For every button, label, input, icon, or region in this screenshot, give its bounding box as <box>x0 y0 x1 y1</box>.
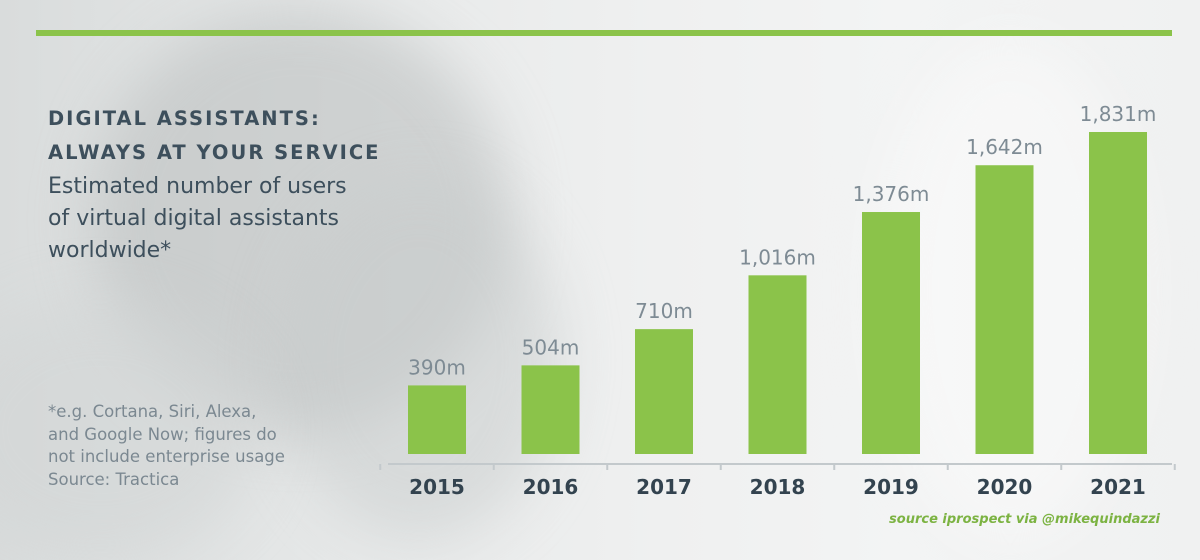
x-tick-label-2019: 2019 <box>863 475 919 499</box>
bar-2016 <box>521 365 580 454</box>
top-accent-rule <box>36 30 1172 36</box>
bar-2015 <box>408 385 466 454</box>
value-label-2015: 390m <box>408 355 466 379</box>
footnote-line-2: and Google Now; figures do <box>48 424 277 444</box>
x-tick-label-group: 2015 2016 2017 2018 2019 2020 2021 <box>409 475 1146 499</box>
value-label-2018: 1,016m <box>739 245 816 269</box>
chart-title: DIGITAL ASSISTANTS: ALWAYS AT YOUR SERVI… <box>48 102 380 170</box>
bar-2019 <box>862 212 920 454</box>
x-tick-label-2016: 2016 <box>523 475 579 499</box>
value-label-2017: 710m <box>635 299 693 323</box>
chart-subtitle-line-3: worldwide* <box>48 238 172 263</box>
footnote-line-1: *e.g. Cortana, Siri, Alexa, <box>48 402 257 421</box>
chart-subtitle-line-2: of virtual digital assistants <box>48 206 340 231</box>
chart-title-line-1: DIGITAL ASSISTANTS: <box>48 107 321 130</box>
value-label-2020: 1,642m <box>966 135 1043 159</box>
bar-chart: 390m 504m 710m 1,016m 1,376m 1,642m 1,831m 201… <box>379 102 1176 499</box>
footnote: *e.g. Cortana, Siri, Alexa, and Google N… <box>48 401 348 491</box>
chart-title-line-2: ALWAYS AT YOUR SERVICE <box>48 141 381 164</box>
value-label-2016: 504m <box>522 335 580 359</box>
x-axis-ticks <box>379 464 1176 470</box>
x-tick-label-2021: 2021 <box>1090 475 1146 499</box>
x-tick-label-2017: 2017 <box>636 475 692 499</box>
bar-2021 <box>1089 132 1147 454</box>
x-tick-label-2018: 2018 <box>750 475 806 499</box>
source-credit: source iprospect via @mikequindazzi <box>889 512 1160 527</box>
bar-2017 <box>635 329 693 454</box>
value-label-group: 390m 504m 710m 1,016m 1,376m 1,642m 1,831m <box>408 102 1156 379</box>
x-tick-label-2020: 2020 <box>977 475 1033 499</box>
value-label-2019: 1,376m <box>853 182 930 206</box>
footnote-source: Source: Tractica <box>48 469 180 489</box>
bar-2018 <box>748 275 807 454</box>
footnote-line-3: not include enterprise usage <box>48 447 285 466</box>
x-tick-label-2015: 2015 <box>409 475 465 499</box>
bar-2020 <box>975 165 1034 454</box>
bar-group <box>408 132 1147 454</box>
value-label-2021: 1,831m <box>1080 102 1157 126</box>
chart-subtitle: Estimated number of users of virtual dig… <box>48 171 408 267</box>
chart-subtitle-line-1: Estimated number of users <box>48 174 347 199</box>
